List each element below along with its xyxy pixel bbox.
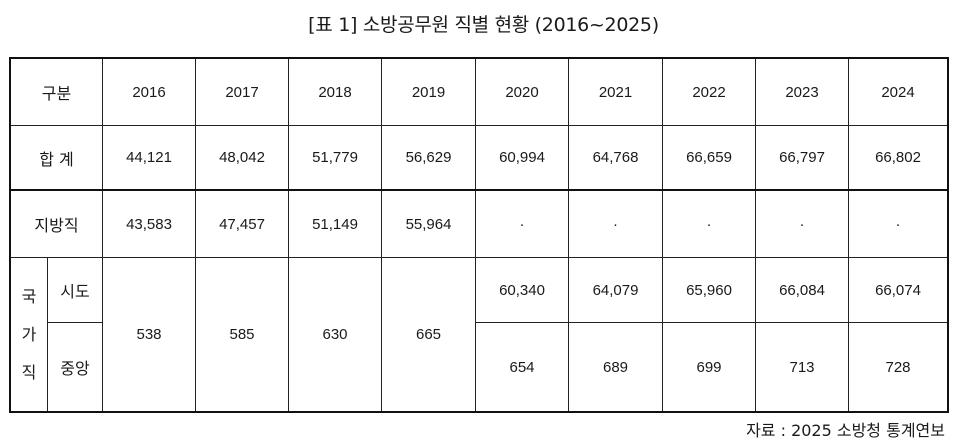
header-year: 2016 — [102, 58, 197, 126]
national-merged-cell: 630 — [288, 257, 383, 412]
header-year: 2023 — [755, 58, 850, 126]
total-row: 합 계 44,121 48,042 51,779 56,629 60,994 6… — [9, 125, 949, 191]
total-cell: 60,994 — [475, 125, 570, 191]
table-caption: [표 1] 소방공무원 직별 현황 (2016~2025) — [308, 14, 659, 36]
sido-cell: 64,079 — [568, 257, 664, 323]
local-cell: 55,964 — [381, 189, 477, 258]
national-label: 국 가 직 — [10, 257, 48, 412]
central-cell: 689 — [568, 322, 664, 412]
local-cell: · — [475, 189, 570, 258]
header-year: 2017 — [195, 58, 290, 126]
header-year: 2018 — [288, 58, 383, 126]
national-sido-row: 국 가 직 시도 538 585 630 665 60,340 64,079 6… — [10, 257, 949, 412]
local-label: 지방직 — [9, 189, 104, 258]
sido-cell: 66,074 — [848, 257, 949, 323]
local-cell: 47,457 — [195, 189, 290, 258]
national-label-char: 가 — [21, 324, 37, 344]
sido-cell: 65,960 — [662, 257, 757, 323]
header-year: 2022 — [662, 58, 757, 126]
source-note: 자료 : 2025 소방청 통계연보 — [746, 421, 945, 440]
national-merged-cell: 538 — [102, 257, 197, 412]
local-cell: · — [662, 189, 757, 258]
firefighter-staff-table: 구분 2016 2017 2018 2019 2020 2021 2022 20… — [8, 57, 950, 413]
sido-label: 시도 — [46, 257, 104, 323]
local-cell: · — [568, 189, 664, 258]
local-cell: 43,583 — [102, 189, 197, 258]
header-year: 2020 — [475, 58, 570, 126]
header-year: 2021 — [568, 58, 664, 126]
total-label: 합 계 — [9, 125, 104, 191]
local-cell: 51,149 — [288, 189, 383, 258]
central-cell: 654 — [475, 322, 570, 412]
central-cell: 713 — [755, 322, 850, 412]
total-cell: 64,768 — [568, 125, 664, 191]
header-category: 구분 — [9, 58, 104, 126]
national-merged-cell: 665 — [381, 257, 477, 412]
local-cell: · — [755, 189, 850, 258]
central-label: 중앙 — [46, 322, 104, 412]
sido-cell: 60,340 — [475, 257, 570, 323]
national-label-char: 직 — [21, 362, 37, 382]
header-year: 2019 — [381, 58, 477, 126]
national-merged-cell: 585 — [195, 257, 290, 412]
central-cell: 699 — [662, 322, 757, 412]
header-row: 구분 2016 2017 2018 2019 2020 2021 2022 20… — [9, 58, 949, 126]
total-cell: 44,121 — [102, 125, 197, 191]
total-cell: 51,779 — [288, 125, 383, 191]
central-cell: 728 — [848, 322, 949, 412]
national-label-char: 국 — [21, 286, 37, 306]
local-row: 지방직 43,583 47,457 51,149 55,964 · · · · … — [9, 189, 949, 258]
total-cell: 66,659 — [662, 125, 757, 191]
total-cell: 56,629 — [381, 125, 477, 191]
local-cell: · — [848, 189, 949, 258]
national-central-row: 중앙 654 689 699 713 728 — [11, 322, 949, 412]
total-cell: 66,802 — [848, 125, 949, 191]
total-cell: 66,797 — [755, 125, 850, 191]
header-year: 2024 — [848, 58, 949, 126]
total-cell: 48,042 — [195, 125, 290, 191]
sido-cell: 66,084 — [755, 257, 850, 323]
